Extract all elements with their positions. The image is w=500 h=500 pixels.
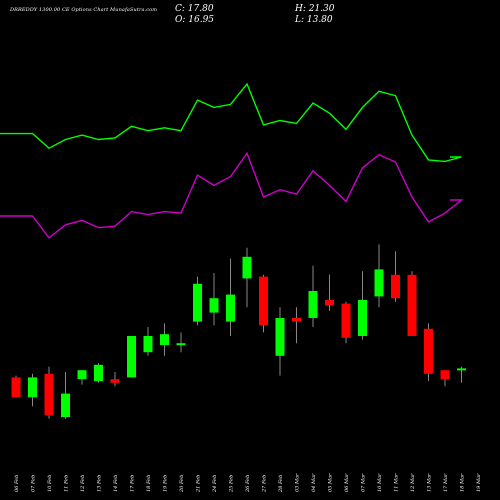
x-axis-label: 11 Mar: [394, 473, 400, 492]
candle-bullish: [275, 318, 285, 356]
x-axis-label: 07 Mar: [361, 473, 367, 492]
x-axis-label: 05 Mar: [328, 473, 334, 492]
candle-bullish: [61, 393, 70, 417]
candle-bullish: [160, 334, 169, 345]
x-axis-label: 19 Mar: [476, 473, 482, 492]
x-axis-label: 13 Feb: [97, 475, 103, 492]
x-axis-label: 03 Mar: [295, 473, 301, 492]
high-value: H: 21.30: [295, 4, 335, 14]
candle-bullish: [127, 336, 136, 378]
candle-bearish: [259, 276, 268, 326]
candle-bearish: [407, 274, 417, 336]
candle-bearish: [110, 379, 120, 383]
chart-title: DRREDDY 1300.00 CE Options Chart MunafaS…: [10, 7, 158, 13]
candle-bearish: [44, 373, 54, 416]
open-value: O: 16.95: [175, 15, 215, 25]
x-axis-label: 28 Feb: [278, 475, 284, 493]
candle-bullish: [358, 300, 367, 336]
lower-line: [0, 151, 464, 239]
candle-bullish: [226, 294, 235, 322]
x-axis-label: 06 Feb: [14, 475, 20, 492]
candle-bullish: [143, 336, 153, 353]
candles: [11, 244, 466, 419]
candle-bullish: [242, 256, 252, 279]
x-axis-label: 26 Feb: [245, 475, 251, 493]
x-axis-label: 04 Mar: [311, 473, 317, 492]
candle-bullish: [308, 291, 318, 318]
x-axis-label: 12 Feb: [80, 475, 86, 492]
low-value: L: 13.80: [295, 15, 333, 25]
x-axis-label: 25 Feb: [229, 475, 235, 493]
close-value: C: 17.80: [175, 4, 214, 14]
x-axis-label: 12 Mar: [410, 473, 416, 492]
candle-bearish: [292, 318, 301, 322]
x-axis-label: 11 Feb: [64, 475, 70, 492]
candle-bullish: [209, 298, 219, 313]
x-axis-label: 10 Feb: [47, 475, 53, 492]
upper-line: [0, 82, 462, 163]
candle-bullish: [457, 368, 466, 371]
candle-bullish: [77, 370, 87, 380]
x-axis-label: 18 Feb: [146, 475, 152, 492]
candle-bearish: [440, 370, 450, 380]
x-axis-label: 17 Feb: [130, 475, 136, 492]
candle-bearish: [325, 300, 334, 306]
x-axis-label: 18 Mar: [460, 473, 466, 492]
candle-bullish: [176, 343, 186, 346]
candle-bearish: [424, 328, 433, 374]
x-axis-labels: 06 Feb 07 Feb 10 Feb 11 Feb 12 Feb 13 Feb 14 F…: [14, 473, 482, 493]
candle-bearish: [391, 274, 400, 299]
candle-bearish: [341, 303, 351, 338]
x-axis-label: 13 Mar: [427, 473, 433, 492]
x-axis-label: 27 Feb: [262, 475, 268, 493]
candle-bullish: [28, 377, 37, 398]
x-axis-label: 17 Mar: [443, 473, 449, 492]
x-axis-label: 10 Mar: [377, 473, 383, 492]
upper-indicator: [0, 82, 462, 163]
x-axis-label: 06 Mar: [344, 473, 350, 492]
x-axis-label: 19 Feb: [163, 475, 169, 492]
x-axis-label: 24 Feb: [212, 475, 218, 493]
x-axis-label: 20 Feb: [179, 475, 185, 493]
candle-bullish: [94, 364, 103, 381]
candle-bullish: [374, 269, 384, 297]
x-axis-label: 21 Feb: [196, 475, 202, 493]
x-axis-label: 07 Feb: [31, 475, 37, 492]
candle-bearish: [11, 377, 21, 398]
lower-indicator: [0, 151, 464, 239]
x-axis-label: 14 Feb: [113, 475, 119, 492]
candle-bullish: [193, 283, 202, 322]
